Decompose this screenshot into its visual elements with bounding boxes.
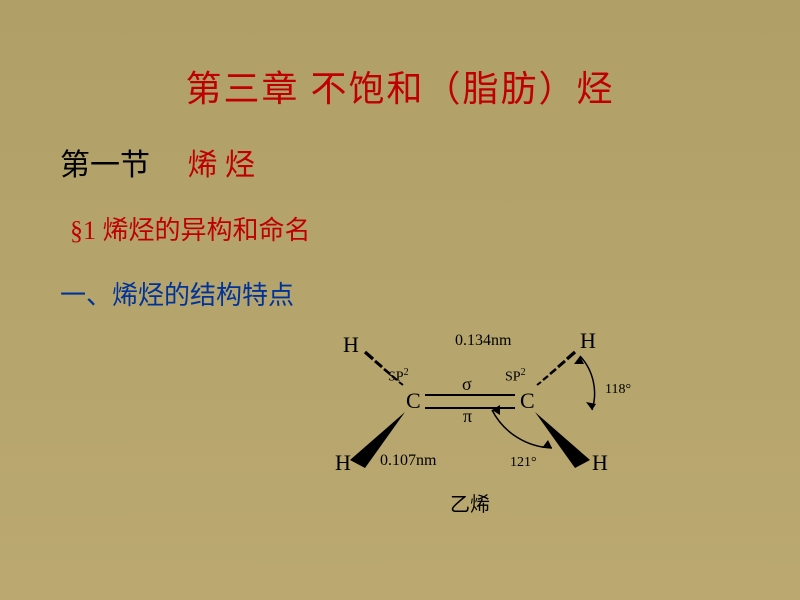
diagram-caption: 乙烯: [450, 488, 490, 517]
cc-length: 0.134nm: [455, 332, 511, 350]
section-topic: 烯 烃: [188, 149, 256, 182]
sp2-right: SP2: [505, 367, 526, 386]
atom-H-bottom-left: H: [335, 450, 351, 476]
atom-C-left: C: [406, 388, 421, 414]
pi-label: π: [463, 406, 472, 427]
angle-121: 121°: [510, 455, 537, 471]
atom-C-right: C: [520, 388, 535, 414]
sp2-left: SP2: [388, 367, 409, 386]
subsub-heading: 一、烯烃的结构特点: [60, 275, 294, 312]
atom-H-top-right: H: [580, 328, 596, 354]
atom-H-bottom-right: H: [592, 450, 608, 476]
atom-H-top-left: H: [343, 332, 359, 358]
section-gap: [158, 149, 181, 182]
chapter-title: 第三章 不饱和（脂肪）烃: [0, 60, 800, 112]
section-heading: 第一节 烯 烃: [60, 140, 255, 184]
sigma-label: σ: [462, 374, 472, 395]
angle-118: 118°: [605, 382, 631, 398]
section-label: 第一节: [60, 149, 150, 182]
ethylene-diagram: H H H H C C SP2 SP2 σ π 0.134nm 0.107nm …: [280, 320, 720, 520]
subsection-heading: §1 烯烃的异构和命名: [70, 210, 311, 247]
ch-length: 0.107nm: [380, 452, 436, 470]
